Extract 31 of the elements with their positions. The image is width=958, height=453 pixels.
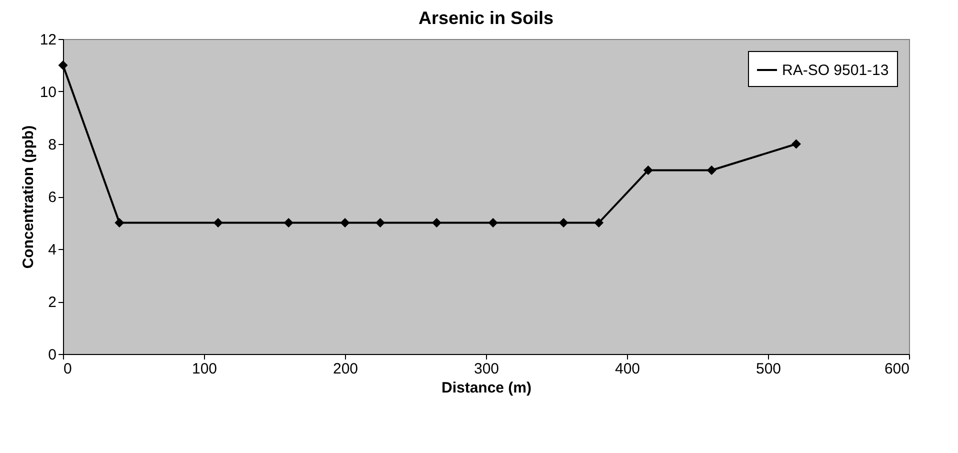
point xyxy=(594,218,604,228)
x-tick-label: 0 xyxy=(64,360,72,378)
y-tick-label: 0 xyxy=(48,346,56,364)
point xyxy=(284,218,294,228)
y-tick-label: 2 xyxy=(48,294,56,311)
y-tick-label: 6 xyxy=(48,189,56,206)
point xyxy=(488,218,498,228)
point xyxy=(58,60,68,70)
point xyxy=(791,139,801,149)
y-axis-title: Concentration (ppb) xyxy=(20,125,37,269)
x-tick-label: 500 xyxy=(756,360,782,378)
x-tick-label: 200 xyxy=(332,360,358,378)
point xyxy=(432,218,442,228)
x-axis-title: Distance (m) xyxy=(441,380,532,396)
y-tick-label: 4 xyxy=(48,242,56,258)
point xyxy=(706,166,716,175)
y-tick-label: 8 xyxy=(48,136,56,154)
chart-title: Arsenic in Soils xyxy=(418,8,554,28)
point xyxy=(213,218,223,228)
y-tick-label: 12 xyxy=(40,32,56,48)
x-tick-label: 100 xyxy=(192,360,218,378)
point xyxy=(558,218,568,228)
legend-label: RA-SO 9501-13 xyxy=(782,62,889,79)
point xyxy=(340,218,350,228)
point xyxy=(376,218,385,228)
point xyxy=(643,166,653,175)
x-tick-label: 400 xyxy=(614,360,640,378)
x-tick-label: 600 xyxy=(884,360,910,378)
x-tick-label: 300 xyxy=(474,360,500,378)
point xyxy=(114,218,124,228)
y-tick-label: 10 xyxy=(40,84,56,101)
